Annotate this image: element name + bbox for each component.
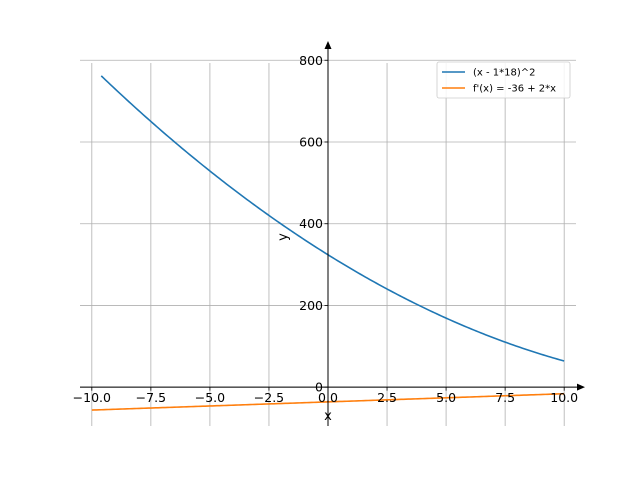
axes [80,41,585,426]
legend-label-series-1: (x - 1*18)^2 [473,68,536,79]
legend: (x - 1*18)^2 f'(x) = -36 + 2*x [436,61,571,99]
x-tick-label-7: 7.5 [495,390,515,405]
x-tick-label-5: 2.5 [377,390,397,405]
y-tick-label-4: 800 [299,53,323,68]
x-tick-label-3: −2.5 [254,390,284,405]
legend-label-series-2: f'(x) = -36 + 2*x [473,84,556,95]
y-tick-label-1: 200 [299,298,323,313]
y-axis-label: y [276,233,291,241]
y-axis-arrow [324,41,332,49]
y-tick-label-0: 0 [315,380,323,395]
x-tick-label-8: 10.0 [550,390,578,405]
legend-box [436,61,571,99]
x-tick-label-4: 0.0 [318,390,338,405]
y-tick-label-3: 600 [299,134,323,149]
x-tick-label-6: 5.0 [436,390,456,405]
series-line-1 [100,75,565,362]
x-axis-label: x [324,409,332,424]
x-tick-label-1: −7.5 [136,390,166,405]
x-axis-arrow [577,383,585,391]
tick-labels: −10.0 −7.5 −5.0 −2.5 0.0 2.5 5.0 7.5 10.0 0 200 400… [73,53,578,405]
x-tick-label-2: −5.0 [195,390,225,405]
y-tick-label-2: 400 [299,216,323,231]
x-tick-label-0: −10.0 [73,390,111,405]
